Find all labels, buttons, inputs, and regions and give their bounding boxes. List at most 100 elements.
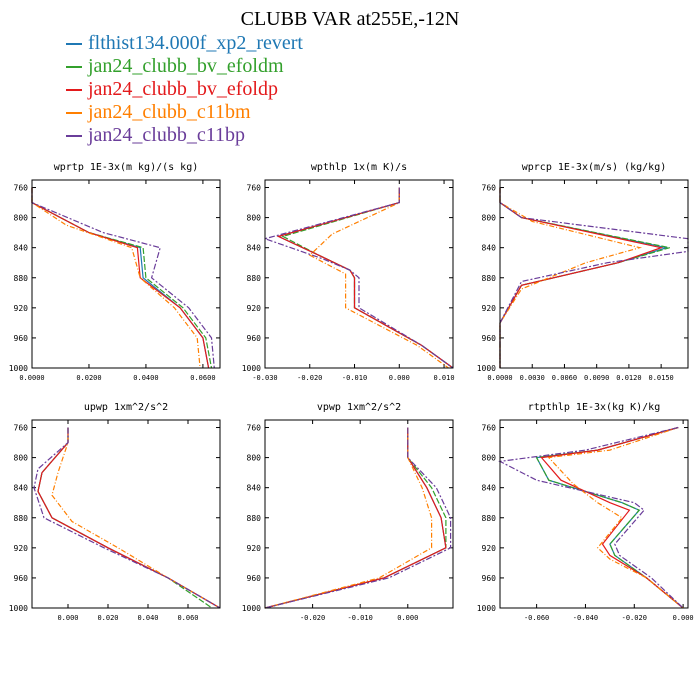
y-tick-label: 760: [247, 424, 262, 433]
x-tick-label: 0.0600: [190, 374, 215, 382]
series-line: [33, 427, 221, 609]
legend: flthist134.000f_xp2_revert jan24_clubb_bv…: [66, 32, 303, 147]
x-tick-label: 0.0000: [487, 374, 512, 382]
series-line: [264, 427, 447, 609]
series-line: [37, 427, 221, 609]
y-tick-label: 960: [14, 574, 29, 583]
y-tick-label: 960: [482, 574, 497, 583]
series-line: [264, 427, 433, 609]
x-tick-label: 0.060: [177, 614, 198, 622]
series-line: [540, 426, 684, 609]
x-tick-label: -0.030: [252, 374, 277, 382]
x-tick-label: 0.0120: [616, 374, 641, 382]
legend-label: jan24_clubb_bv_efoldm: [88, 55, 284, 77]
series-line: [276, 187, 454, 369]
x-tick-label: 0.000: [673, 614, 694, 622]
y-tick-label: 800: [14, 454, 29, 463]
y-tick-label: 880: [247, 514, 262, 523]
y-tick-label: 880: [14, 274, 29, 283]
series-line: [499, 187, 669, 368]
x-tick-label: 0.0400: [133, 374, 158, 382]
legend-swatch: [66, 65, 82, 68]
y-tick-label: 800: [482, 454, 497, 463]
x-tick-label: 0.020: [97, 614, 118, 622]
y-tick-label: 760: [482, 424, 497, 433]
x-tick-label: -0.060: [524, 614, 549, 622]
y-tick-label: 840: [247, 484, 262, 493]
y-tick-label: 920: [14, 544, 29, 553]
chart-panel: vpwp 1xm^2/s^2 760 800 840 880 920 960 1000 -0.0…: [242, 402, 454, 622]
series-line: [37, 427, 221, 609]
x-tick-label: 0.000: [397, 614, 418, 622]
y-tick-label: 800: [247, 454, 262, 463]
y-tick-label: 760: [14, 184, 29, 193]
series-line: [262, 187, 454, 369]
x-tick-label: 0.0200: [76, 374, 101, 382]
x-tick-label: 0.0030: [520, 374, 545, 382]
x-tick-label: -0.010: [348, 614, 373, 622]
series-line: [31, 187, 201, 369]
y-tick-label: 960: [247, 574, 262, 583]
y-tick-label: 920: [247, 304, 262, 313]
series-line: [276, 187, 454, 369]
figure-title: CLUBB VAR at255E,-12N: [240, 8, 460, 30]
y-tick-label: 840: [482, 484, 497, 493]
y-tick-label: 760: [482, 184, 497, 193]
y-tick-label: 1000: [477, 604, 496, 613]
series-line: [547, 426, 684, 609]
y-tick-label: 920: [482, 304, 497, 313]
series-line: [499, 187, 689, 368]
y-tick-label: 1000: [9, 604, 28, 613]
x-tick-label: 0.0060: [552, 374, 577, 382]
plot-frame: [264, 419, 454, 609]
chart-panel: wprcp 1E-3x(m/s) (kg/kg) 760 800 840 880 920 9…: [477, 162, 689, 382]
x-tick-label: -0.040: [573, 614, 598, 622]
y-tick-label: 1000: [9, 364, 28, 373]
chart-title: wprtp 1E-3x(m kg)/(s kg): [54, 162, 199, 173]
plot-frame: [31, 179, 221, 369]
y-tick-label: 1000: [242, 364, 261, 373]
y-tick-label: 960: [14, 334, 29, 343]
x-tick-label: 0.000: [389, 374, 410, 382]
x-tick-label: 0.040: [137, 614, 158, 622]
series-line: [31, 187, 210, 369]
legend-label: flthist134.000f_xp2_revert: [88, 32, 303, 54]
chart-panel: wpthlp 1x(m K)/s7608008408809209601000-0…: [242, 162, 455, 382]
series-line: [498, 426, 684, 609]
legend-label: jan24_clubb_c11bp: [88, 124, 246, 146]
y-tick-label: 960: [247, 334, 262, 343]
x-tick-label: 0.0000: [19, 374, 44, 382]
y-tick-label: 840: [482, 244, 497, 253]
plot-frame: [499, 419, 689, 609]
y-tick-label: 1000: [242, 604, 261, 613]
chart-panel: rtpthlp 1E-3x(kg K)/kg 760 800 840 880 920 960…: [477, 402, 694, 622]
chart-title: wpthlp 1x(m K)/s: [311, 162, 407, 173]
legend-label: jan24_clubb_bv_efoldp: [88, 78, 278, 100]
plot-frame: [264, 179, 454, 369]
series-line: [499, 187, 643, 368]
legend-label: jan24_clubb_c11bm: [88, 101, 251, 123]
y-tick-label: 760: [247, 184, 262, 193]
y-tick-label: 840: [14, 244, 29, 253]
y-tick-label: 880: [482, 274, 497, 283]
y-tick-label: 880: [14, 514, 29, 523]
x-tick-label: 0.0150: [648, 374, 673, 382]
legend-swatch: [66, 42, 82, 45]
y-tick-label: 920: [247, 544, 262, 553]
series-line: [499, 187, 670, 368]
legend-item: jan24_clubb_bv_efoldp: [66, 78, 303, 101]
chart-title: rtpthlp 1E-3x(kg K)/kg: [528, 402, 660, 413]
x-tick-label: -0.020: [300, 614, 325, 622]
plot-frame: [499, 179, 689, 369]
y-tick-label: 800: [482, 214, 497, 223]
series-line: [535, 426, 684, 609]
series-line: [281, 187, 454, 369]
y-tick-label: 840: [14, 484, 29, 493]
y-tick-label: 880: [247, 274, 262, 283]
chart-title: wprcp 1E-3x(m/s) (kg/kg): [522, 162, 667, 173]
legend-item: jan24_clubb_c11bp: [66, 124, 303, 147]
y-tick-label: 760: [14, 424, 29, 433]
y-tick-label: 920: [482, 544, 497, 553]
legend-swatch: [66, 88, 82, 91]
